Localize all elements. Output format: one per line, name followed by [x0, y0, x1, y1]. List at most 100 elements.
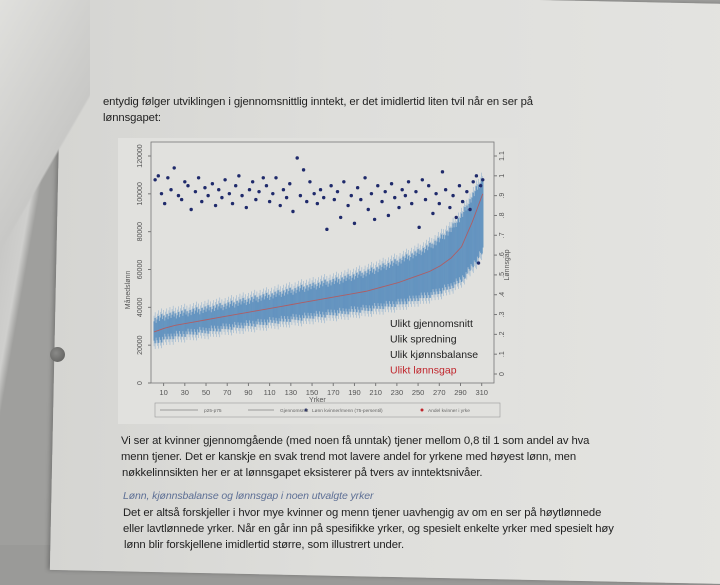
legend-dot-icon [420, 408, 424, 412]
paragraph-line: menn tjener. Det er kanskje en svak tren… [121, 451, 577, 463]
ratio-point [342, 180, 346, 184]
x-tick-label: 50 [202, 388, 210, 397]
ratio-point [298, 193, 303, 198]
punch-hole [50, 347, 65, 362]
ratio-point [200, 199, 204, 204]
x-tick-label: 130 [285, 388, 298, 397]
y2-tick-label: .9 [499, 193, 506, 199]
ratio-point [332, 197, 337, 202]
ratio-point [406, 180, 411, 184]
ratio-point [183, 180, 187, 184]
ratio-point [176, 193, 181, 198]
ratio-point [431, 211, 435, 216]
y-tick-label: 80000 [137, 222, 144, 242]
ratio-point [410, 201, 414, 206]
y2-tick-label: 1.1 [499, 151, 506, 161]
page-curl [0, 0, 90, 260]
ratio-point [186, 184, 190, 188]
legend-dot-icon [304, 408, 308, 412]
paragraph-line: Det er altså forskjeller i hvor mye kvin… [123, 507, 602, 519]
ratio-point [223, 178, 227, 182]
y2-tick-label: .7 [499, 232, 506, 238]
y-axis-label: Månedslønn [124, 271, 132, 310]
ratio-point [448, 205, 452, 210]
x-axis-label: Yrker [309, 397, 326, 404]
x-tick-label: 30 [181, 388, 189, 397]
ratio-point [234, 184, 238, 188]
ratio-points [153, 156, 485, 265]
ratio-point [240, 193, 244, 198]
ratio-point [305, 199, 309, 204]
ratio-point [206, 193, 210, 198]
ratio-point [267, 199, 272, 204]
ratio-point [349, 193, 353, 198]
ratio-point [443, 187, 448, 192]
ratio-point [230, 201, 235, 206]
y2-axis-label: Lønnsgap [504, 249, 511, 280]
legend-entry: Lønn kvinner/menn (75-persentil) [312, 408, 383, 414]
section-heading: Lønn, kjønnsbalanse og lønnsgap i noen u… [123, 490, 374, 502]
y2-tick-label: 1 [499, 174, 506, 178]
ratio-point [261, 176, 265, 180]
ratio-point [210, 182, 215, 186]
chart-annotation: Ulik kjønnsbalanse [390, 349, 478, 361]
ratio-point [338, 215, 343, 220]
y2-tick-label: .8 [499, 212, 506, 218]
ratio-point [366, 207, 370, 212]
ratio-point [386, 213, 391, 218]
ratio-point [227, 191, 232, 196]
ratio-point [169, 187, 173, 192]
ratio-point [426, 184, 431, 188]
y2-tick-label: .6 [499, 252, 506, 258]
ratio-point [457, 184, 462, 188]
ratio-point [288, 182, 292, 186]
x-tick-label: 150 [306, 388, 319, 397]
y2-tick-label: .1 [499, 351, 506, 357]
ratio-point [318, 187, 323, 192]
ratio-point [355, 186, 360, 190]
y-tick-label: 120000 [137, 144, 144, 167]
ratio-point [451, 193, 455, 198]
ratio-point [380, 199, 384, 204]
ratio-point [193, 189, 198, 194]
ratio-point [257, 189, 261, 194]
ratio-point [281, 187, 286, 192]
ratio-point [179, 197, 184, 202]
ratio-point [322, 195, 326, 200]
ratio-point [172, 166, 176, 170]
ratio-point [166, 176, 170, 180]
ratio-point [478, 184, 483, 188]
ratio-point [372, 217, 377, 222]
ratio-point [271, 191, 275, 196]
plot-frame [150, 141, 495, 384]
ratio-point [301, 168, 306, 172]
ratio-point [346, 203, 350, 208]
ratio-point [156, 174, 161, 178]
ratio-point [460, 199, 465, 204]
y2-tick-label: .2 [499, 331, 506, 337]
paragraph-line: nøkkelinnsikten her er at lønnsgapet eks… [122, 467, 483, 479]
ratio-point [213, 203, 218, 208]
y-tick-label: 60000 [137, 260, 144, 280]
x-tick-label: 310 [475, 388, 488, 397]
ratio-point [359, 197, 363, 202]
ratio-point [400, 187, 404, 192]
x-tick-label: 230 [391, 388, 404, 397]
ratio-point [420, 178, 425, 182]
ratio-point [295, 156, 299, 160]
mean-line [153, 193, 484, 333]
ratio-point [162, 201, 167, 206]
chart-annotation: Ulikt gjennomsnitt [390, 318, 473, 330]
y-tick-label: 20000 [137, 335, 144, 355]
ratio-point [250, 180, 255, 184]
y2-tick-label: .5 [499, 272, 506, 278]
x-tick-label: 70 [223, 388, 231, 397]
legend-entry: Andel kvinner i yrke [428, 408, 470, 414]
x-tick-label: 10 [159, 388, 167, 397]
ratio-point [363, 176, 367, 180]
y-tick-label: 40000 [137, 297, 144, 317]
x-tick-label: 250 [412, 388, 425, 397]
ratio-point [474, 174, 479, 178]
ratio-point [217, 187, 221, 192]
ratio-point [325, 227, 329, 232]
